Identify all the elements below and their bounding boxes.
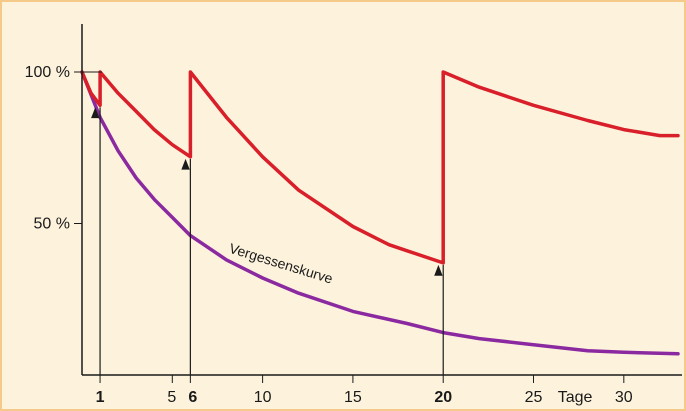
forgetting-curve-label: Vergessenskurve bbox=[227, 240, 335, 287]
x-tick-label-5: 5 bbox=[167, 389, 176, 406]
x-tick-label-15: 15 bbox=[344, 389, 362, 406]
y-tick-label-100: 100 % bbox=[25, 64, 70, 81]
x-tick-label-30: 30 bbox=[615, 389, 633, 406]
x-unit-label: Tage bbox=[558, 389, 593, 406]
forgetting-curve-line bbox=[80, 70, 680, 356]
x-tick-label-6: 6 bbox=[188, 389, 197, 406]
y-tick-label-50: 50 % bbox=[34, 216, 70, 233]
series-layer bbox=[80, 70, 680, 356]
x-tick-label-20: 20 bbox=[434, 389, 452, 406]
axes bbox=[74, 24, 682, 383]
review-arrows bbox=[91, 107, 444, 375]
x-tick-label-10: 10 bbox=[254, 389, 272, 406]
x-tick-label-1: 1 bbox=[96, 389, 105, 406]
retention-curve-line bbox=[80, 70, 680, 265]
x-tick-label-25: 25 bbox=[525, 389, 543, 406]
